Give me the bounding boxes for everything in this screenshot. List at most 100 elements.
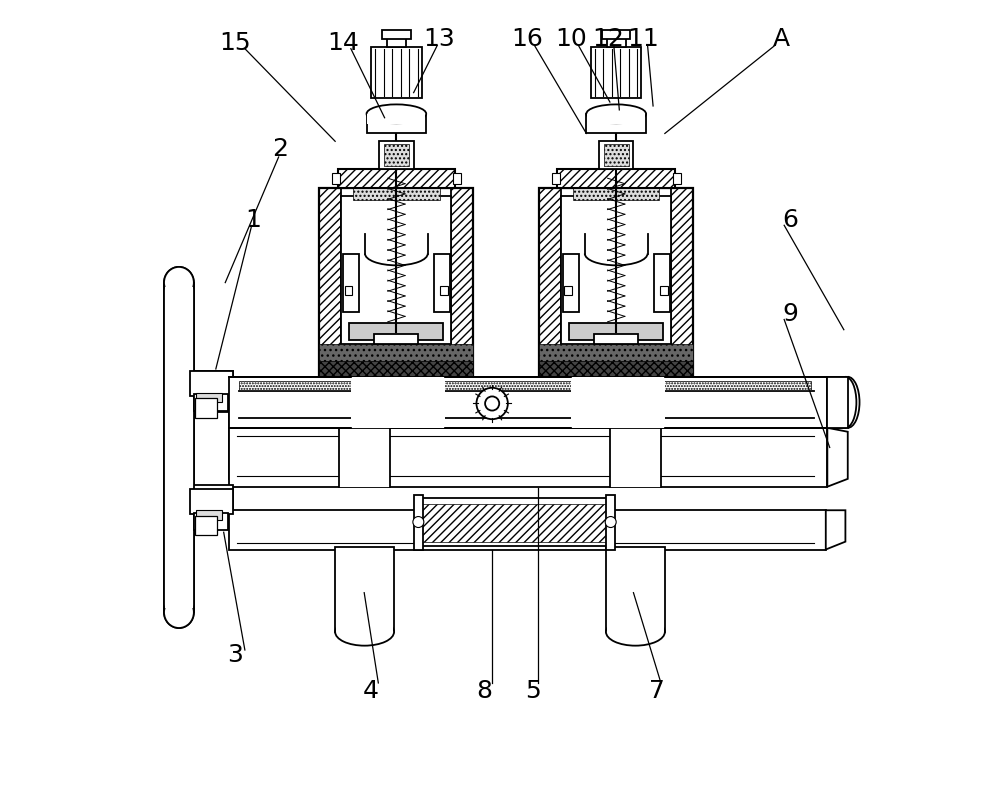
Bar — [557, 169, 675, 188]
Bar — [338, 169, 455, 188]
Text: 3: 3 — [227, 644, 243, 667]
Bar — [602, 30, 630, 39]
Bar — [606, 495, 615, 550]
Bar — [654, 254, 670, 312]
Text: 11: 11 — [627, 27, 659, 51]
Text: 2: 2 — [272, 137, 288, 161]
Bar — [563, 254, 579, 312]
Bar — [587, 114, 645, 124]
Bar — [164, 283, 194, 612]
Bar — [195, 516, 217, 535]
Text: 10: 10 — [555, 27, 587, 51]
Bar — [195, 398, 217, 418]
Text: 12: 12 — [592, 27, 624, 51]
Ellipse shape — [164, 267, 194, 298]
Bar — [367, 114, 425, 124]
Text: 16: 16 — [512, 27, 543, 51]
Bar — [190, 485, 233, 510]
Bar — [165, 287, 193, 608]
Bar — [165, 287, 193, 608]
Bar — [607, 33, 626, 47]
Bar — [599, 141, 633, 169]
Text: 4: 4 — [362, 679, 378, 703]
Bar — [338, 170, 454, 188]
Polygon shape — [826, 510, 845, 550]
Bar — [335, 547, 394, 632]
Bar — [229, 377, 826, 428]
Circle shape — [605, 517, 616, 528]
Circle shape — [413, 517, 424, 528]
Bar — [229, 510, 826, 550]
Bar — [571, 377, 665, 428]
Bar — [539, 344, 693, 361]
Bar — [371, 47, 422, 98]
Bar — [192, 508, 228, 528]
Bar — [671, 188, 693, 377]
Bar — [239, 381, 811, 390]
Text: 1: 1 — [245, 208, 261, 232]
Bar — [338, 169, 455, 188]
Circle shape — [485, 396, 499, 411]
Bar — [336, 608, 393, 632]
Polygon shape — [827, 428, 848, 487]
Text: 5: 5 — [525, 679, 541, 703]
Bar — [594, 334, 638, 344]
Bar — [194, 513, 228, 530]
Bar — [539, 361, 693, 377]
Bar — [422, 504, 606, 542]
Bar — [338, 169, 455, 188]
Bar — [206, 400, 213, 416]
Bar — [558, 170, 674, 188]
Bar — [319, 188, 473, 377]
Bar — [610, 428, 661, 487]
Text: A: A — [772, 27, 790, 51]
Bar — [164, 283, 194, 612]
Text: 7: 7 — [649, 679, 665, 703]
Bar — [229, 428, 826, 479]
Polygon shape — [826, 377, 845, 428]
Bar — [353, 181, 440, 200]
Bar — [552, 173, 560, 184]
Bar — [341, 196, 451, 344]
Bar — [241, 381, 810, 392]
Text: 15: 15 — [219, 31, 250, 55]
Bar — [539, 188, 561, 377]
Bar — [434, 254, 450, 312]
Text: 14: 14 — [327, 31, 359, 55]
Bar — [196, 508, 222, 517]
Bar — [660, 286, 668, 295]
Bar — [607, 608, 664, 632]
Ellipse shape — [164, 597, 194, 628]
Circle shape — [476, 388, 508, 419]
Bar — [196, 392, 222, 402]
Bar — [345, 286, 352, 295]
Bar — [190, 489, 233, 514]
Text: 9: 9 — [783, 302, 798, 326]
Circle shape — [476, 388, 508, 419]
Bar — [190, 371, 233, 396]
Ellipse shape — [367, 104, 426, 123]
Circle shape — [485, 396, 499, 411]
Bar — [673, 173, 681, 184]
Bar — [229, 428, 827, 487]
Bar — [343, 254, 359, 312]
Bar — [379, 141, 414, 169]
Bar — [196, 510, 222, 520]
Ellipse shape — [164, 597, 194, 628]
Bar — [387, 33, 406, 47]
Bar — [382, 30, 411, 39]
Bar — [539, 188, 693, 377]
Bar — [374, 334, 418, 344]
Bar — [351, 377, 445, 428]
Bar — [557, 169, 675, 188]
Ellipse shape — [606, 619, 665, 645]
Text: 6: 6 — [782, 208, 798, 232]
Bar — [384, 144, 409, 166]
Bar — [557, 169, 675, 188]
Bar — [349, 323, 443, 340]
Bar — [206, 516, 213, 531]
Bar — [229, 377, 827, 428]
Bar — [451, 188, 473, 377]
Bar — [561, 196, 671, 344]
Bar — [604, 144, 629, 166]
